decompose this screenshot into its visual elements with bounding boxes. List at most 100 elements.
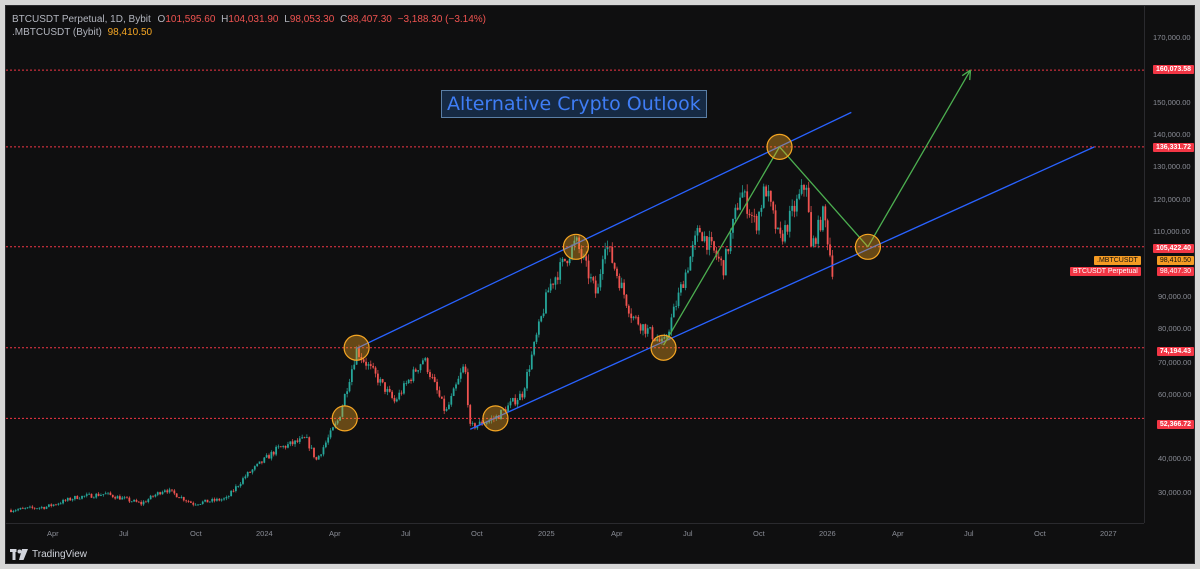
- candle-body: [471, 423, 474, 424]
- candle-body: [180, 497, 183, 499]
- candle-body: [769, 190, 772, 202]
- candle-body: [462, 366, 465, 373]
- candle-body: [208, 501, 211, 503]
- candle-body: [786, 225, 789, 232]
- candle-body: [43, 507, 46, 509]
- candle-body: [24, 508, 27, 509]
- candle-body: [379, 379, 382, 383]
- candle-body: [123, 497, 126, 499]
- candle-body: [478, 421, 481, 426]
- candle-body: [450, 395, 453, 405]
- candle-body: [661, 338, 663, 342]
- candle-body: [301, 437, 304, 439]
- tradingview-logo-icon: [10, 549, 28, 560]
- candle-body: [289, 441, 292, 445]
- candle-body: [474, 423, 476, 429]
- candle-body: [14, 510, 17, 512]
- candle-body: [606, 246, 609, 250]
- candle-body: [803, 185, 805, 190]
- price-chart[interactable]: [6, 6, 1144, 523]
- candle-body: [90, 493, 93, 498]
- candle-body: [163, 490, 166, 492]
- candle-body: [556, 277, 559, 280]
- candle-body: [185, 500, 188, 502]
- candle-body: [817, 219, 820, 244]
- candle-body: [362, 359, 365, 362]
- candle-body: [315, 457, 318, 460]
- candle-body: [381, 379, 384, 383]
- candle-body: [242, 478, 244, 484]
- candle-body: [751, 215, 753, 216]
- price-tick: 120,000.00: [1153, 195, 1191, 204]
- candle-body: [128, 497, 131, 502]
- candle-body: [121, 497, 124, 500]
- candle-body: [791, 205, 794, 211]
- index-value: 98,410.50: [107, 27, 153, 38]
- candle-body: [343, 394, 346, 406]
- tradingview-logo[interactable]: TradingView: [10, 549, 87, 560]
- projection-segment: [779, 146, 869, 248]
- candle-body: [279, 446, 282, 448]
- candle-body: [611, 247, 614, 263]
- candle-body: [571, 245, 573, 259]
- candle-body: [651, 327, 654, 340]
- candle-body: [317, 455, 320, 460]
- legend-symbol[interactable]: BTCUSDT Perpetual, 1D, Bybit: [12, 14, 151, 25]
- candle-body: [625, 294, 628, 306]
- candle-body: [403, 383, 405, 394]
- candle-body: [566, 260, 569, 264]
- candle-body: [537, 321, 540, 335]
- candle-body: [116, 496, 119, 499]
- candle-body: [100, 495, 102, 496]
- candle-body: [632, 316, 635, 319]
- candle-body: [701, 232, 704, 242]
- candle-body: [717, 256, 720, 259]
- candle-body: [826, 220, 829, 245]
- candle-body: [168, 489, 171, 493]
- candle-body: [313, 447, 315, 458]
- candle-body: [788, 210, 791, 232]
- candle-body: [708, 237, 711, 250]
- legend-open: 101,595.60: [165, 14, 216, 25]
- candle-body: [594, 280, 597, 294]
- time-axis[interactable]: Apr Jul Oct 2024 Apr Jul Oct 2025 Apr Ju…: [6, 523, 1144, 544]
- candle-body: [672, 306, 675, 318]
- candle-body: [102, 494, 105, 496]
- highlight-circles: [331, 133, 881, 432]
- candle-body: [19, 507, 22, 510]
- candle-body: [284, 445, 287, 448]
- highlight-circle: [331, 405, 358, 432]
- candle-body: [429, 372, 431, 378]
- candle-body: [639, 324, 642, 331]
- candle-body: [502, 409, 505, 411]
- candle-body: [739, 197, 741, 210]
- candle-body: [656, 339, 659, 341]
- candle-body: [261, 461, 263, 463]
- candle-body: [232, 490, 235, 492]
- candle-body: [192, 502, 195, 505]
- candle-body: [190, 501, 192, 503]
- candle-body: [272, 451, 275, 455]
- candle-body: [31, 506, 34, 508]
- candle-body: [426, 358, 429, 373]
- candle-body: [154, 494, 157, 497]
- candle-body: [824, 206, 827, 221]
- candle-body: [831, 255, 834, 277]
- index-symbol[interactable]: .MBTCUSDT (Bybit): [12, 27, 102, 38]
- candle-body: [135, 499, 138, 502]
- candle-body: [140, 501, 143, 505]
- candle-body: [38, 507, 41, 509]
- candle-body: [452, 388, 455, 396]
- highlight-circle: [343, 334, 370, 361]
- candle-body: [282, 445, 285, 447]
- candle-body: [587, 260, 590, 279]
- candle-body: [97, 493, 100, 496]
- candle-body: [92, 497, 95, 499]
- candle-body: [514, 398, 517, 405]
- annotation-title[interactable]: Alternative Crypto Outlook: [441, 90, 707, 118]
- price-scale[interactable]: 170,000.00 150,000.00 140,000.00 130,000…: [1144, 6, 1194, 523]
- candle-body: [187, 501, 190, 502]
- candle-body: [95, 493, 98, 498]
- candle-body: [658, 339, 661, 342]
- price-tick: 60,000.00: [1158, 390, 1192, 399]
